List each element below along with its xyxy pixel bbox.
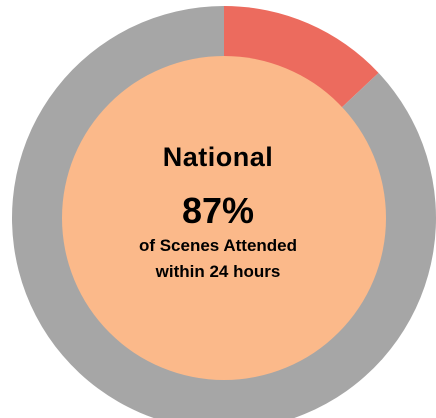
- donut-center-disk: [62, 56, 386, 380]
- chart-subtitle-line-2: within 24 hours: [155, 262, 281, 281]
- chart-title: National: [162, 142, 274, 172]
- chart-percentage: 87%: [181, 190, 255, 231]
- chart-subtitle-line-1: of Scenes Attended: [138, 236, 298, 255]
